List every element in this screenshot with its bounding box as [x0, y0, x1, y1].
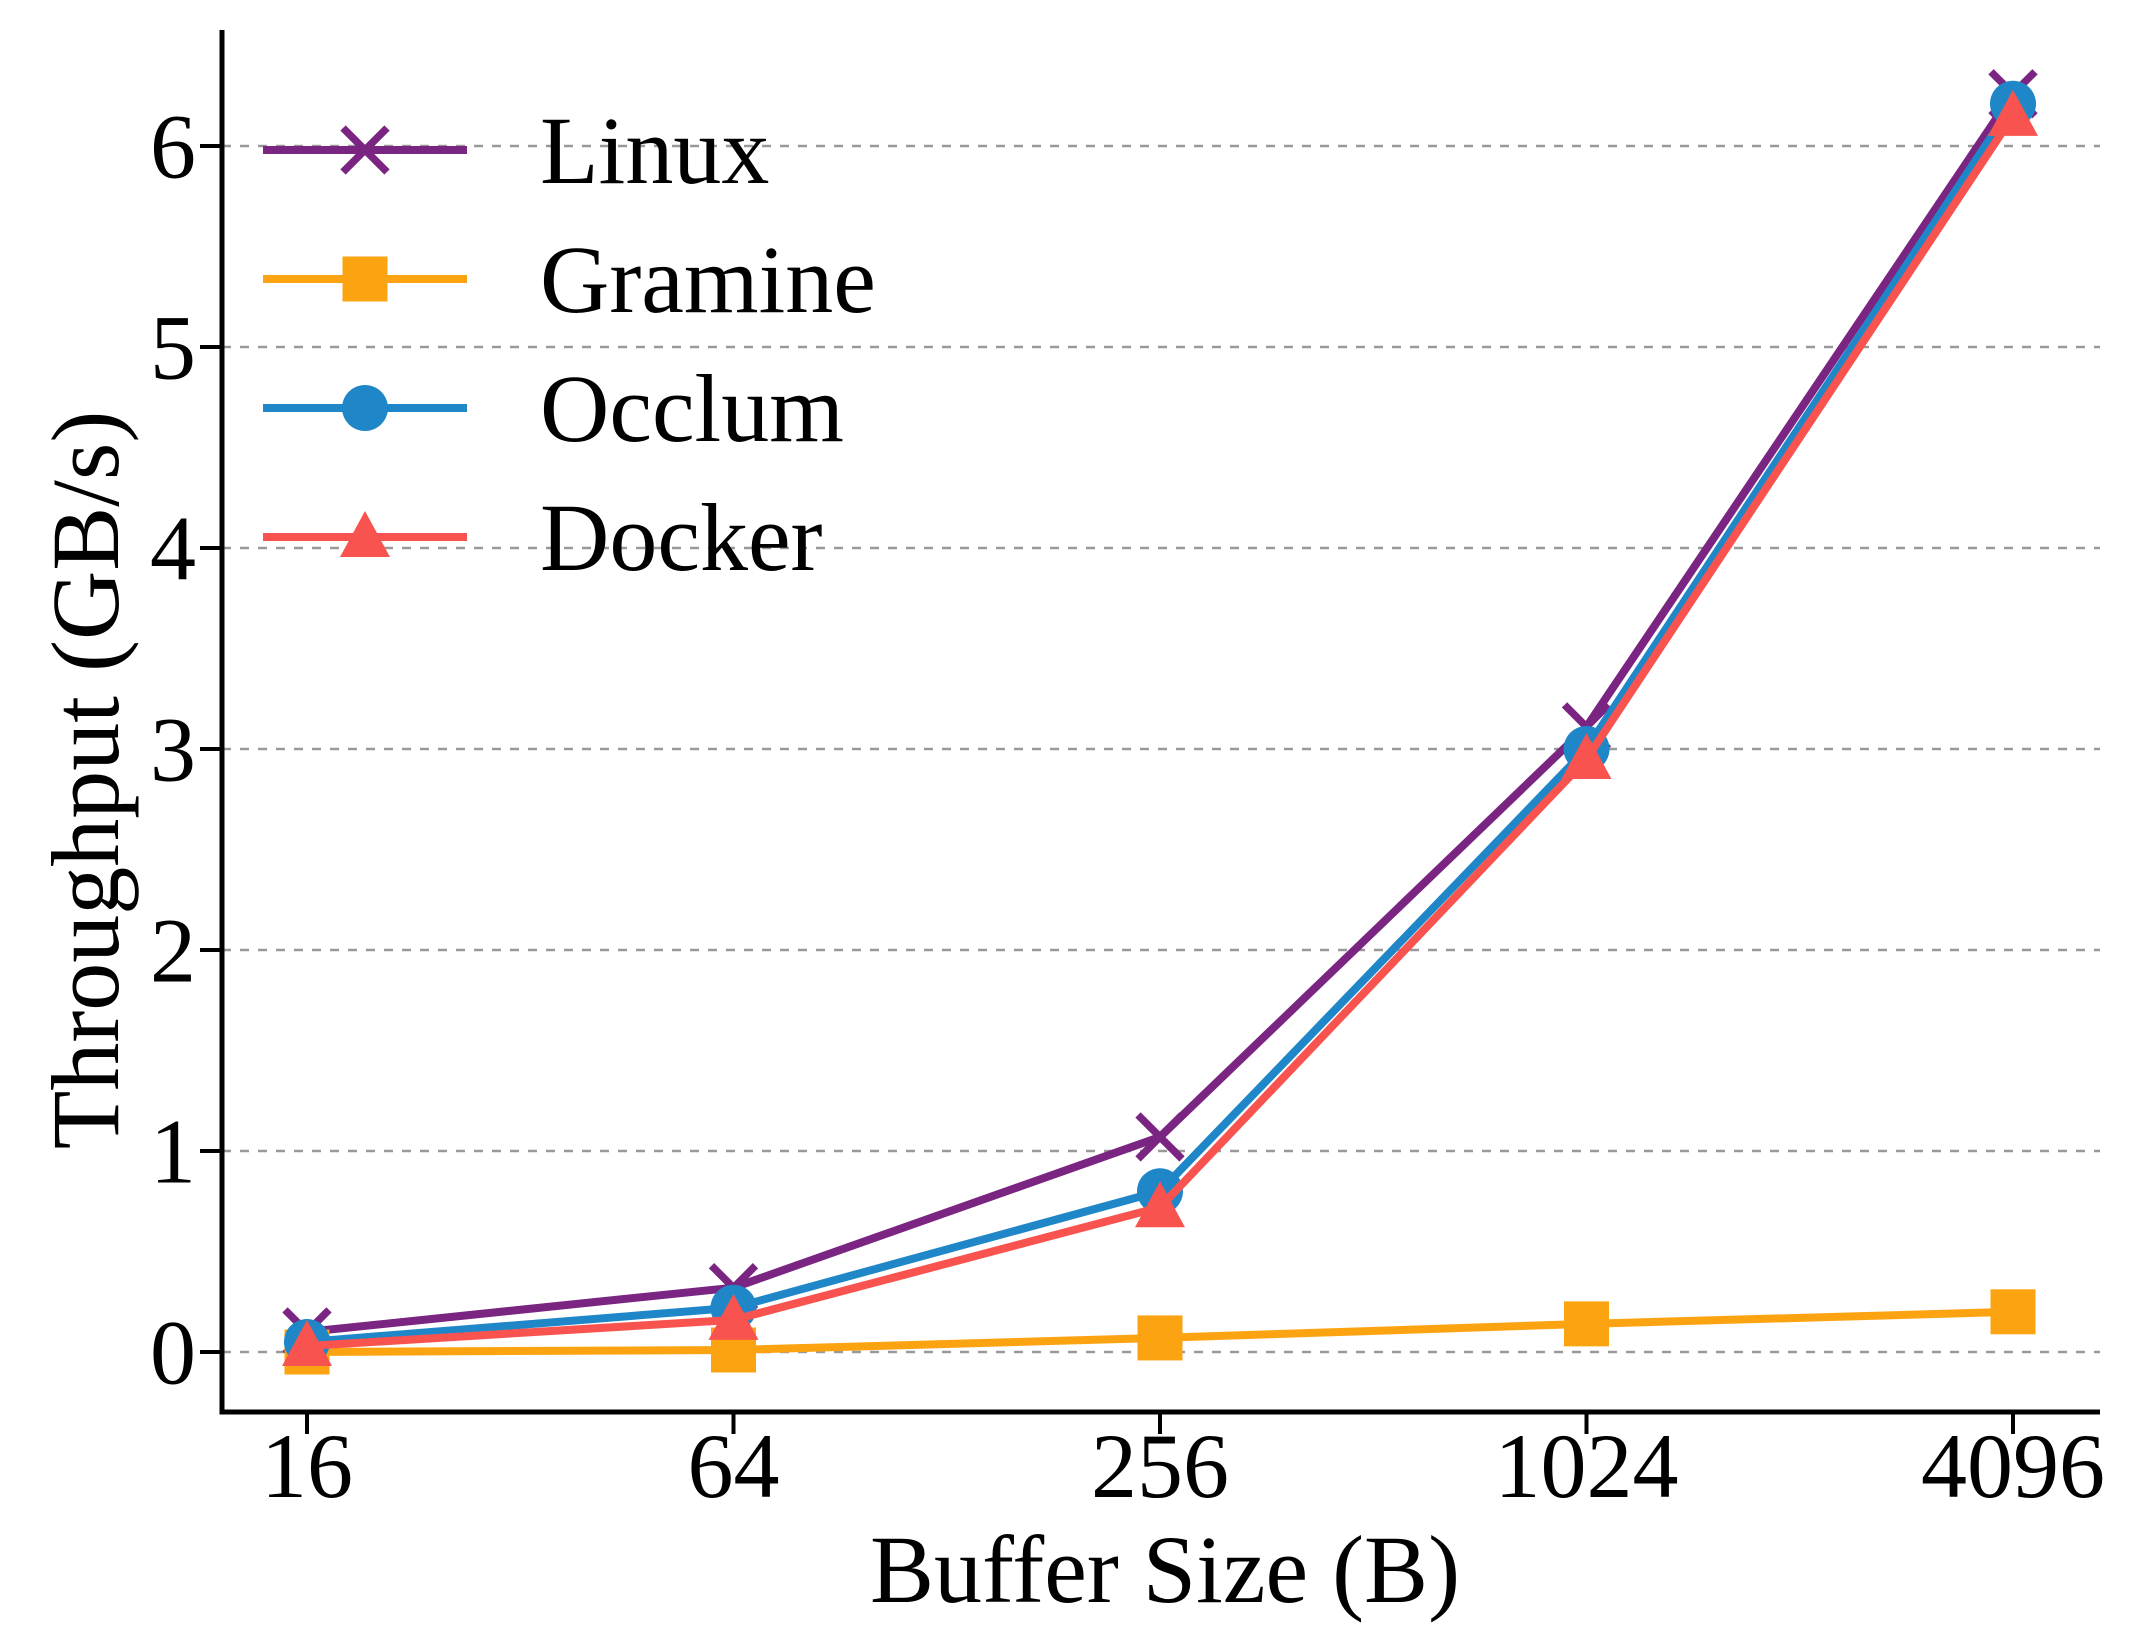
- series-gramine: [284, 1289, 2036, 1375]
- legend-label: Occlum: [540, 355, 844, 462]
- y-tick-label-2: 2: [150, 899, 196, 1001]
- legend-square-marker: [342, 256, 388, 302]
- x-tick-label-1024: 1024: [1495, 1415, 1679, 1517]
- legend-label: Gramine: [540, 226, 876, 333]
- legend: Linux Gramine Occlum Docker: [263, 97, 876, 591]
- legend-item-linux: Linux: [263, 97, 769, 204]
- x-tick-label-4096: 4096: [1921, 1415, 2105, 1517]
- y-tick-label-6: 6: [150, 95, 196, 197]
- data-point-gramine-256: [1137, 1315, 1183, 1361]
- x-tick-label-256: 256: [1091, 1415, 1229, 1517]
- tick-labels: 0 1 2 3 4 5 6 16 64 256 1024 4096: [150, 95, 2105, 1517]
- data-point-docker-1024: [1561, 733, 1612, 780]
- gridlines: [222, 144, 2100, 1354]
- y-tick-label-3: 3: [150, 698, 196, 800]
- y-tick-label-5: 5: [150, 296, 196, 398]
- data-point-linux-256: [1135, 1112, 1185, 1162]
- data-point-gramine-1024: [1564, 1301, 1609, 1347]
- data-point-docker-16: [282, 1319, 332, 1366]
- x-axis-title: Buffer Size (B): [870, 1516, 1460, 1623]
- y-tick-label-1: 1: [150, 1100, 196, 1202]
- y-tick-label-4: 4: [150, 497, 196, 599]
- data-series: [282, 69, 2038, 1375]
- x-tick-label-16: 16: [261, 1415, 353, 1517]
- y-tick-label-0: 0: [150, 1301, 196, 1403]
- legend-item-docker: Docker: [263, 484, 823, 591]
- legend-label: Linux: [540, 97, 769, 204]
- legend-item-gramine: Gramine: [263, 226, 876, 333]
- data-point-gramine-4096: [1990, 1289, 2036, 1335]
- legend-circle-marker: [342, 385, 388, 431]
- legend-item-occlum: Occlum: [263, 355, 844, 462]
- series-docker: [282, 89, 2038, 1366]
- legend-label: Docker: [540, 484, 823, 591]
- tick-marks: [200, 144, 2015, 1434]
- y-axis-title: Throughput (GB/s): [32, 411, 139, 1150]
- legend-x-marker: [340, 125, 390, 175]
- legend-triangle-up-marker: [340, 511, 390, 557]
- data-point-docker-64: [708, 1293, 759, 1340]
- x-tick-label-64: 64: [688, 1415, 780, 1517]
- data-point-docker-4096: [1988, 89, 2038, 136]
- data-point-docker-256: [1135, 1181, 1185, 1228]
